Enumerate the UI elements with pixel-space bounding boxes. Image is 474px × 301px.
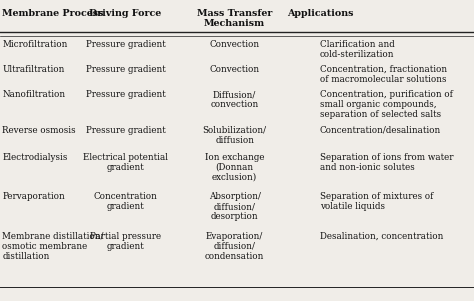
Text: Ion exchange
(Donnan
exclusion): Ion exchange (Donnan exclusion) (205, 153, 264, 182)
Text: Concentration/desalination: Concentration/desalination (320, 126, 441, 135)
Text: Partial pressure
gradient: Partial pressure gradient (90, 232, 161, 251)
Text: Clarification and
cold-sterilization: Clarification and cold-sterilization (320, 40, 395, 59)
Text: Convection: Convection (210, 65, 260, 74)
Text: Electrical potential
gradient: Electrical potential gradient (83, 153, 168, 172)
Text: Evaporation/
diffusion/
condensation: Evaporation/ diffusion/ condensation (205, 232, 264, 261)
Text: Concentration
gradient: Concentration gradient (94, 192, 157, 211)
Text: Concentration, purification of
small organic compounds,
separation of selected s: Concentration, purification of small org… (320, 90, 453, 119)
Text: Separation of ions from water
and non-ionic solutes: Separation of ions from water and non-io… (320, 153, 454, 172)
Text: Concentration, fractionation
of macromolecular solutions: Concentration, fractionation of macromol… (320, 65, 447, 84)
Text: Pressure gradient: Pressure gradient (86, 126, 165, 135)
Text: Electrodialysis: Electrodialysis (2, 153, 68, 162)
Text: Solubilization/
diffusion: Solubilization/ diffusion (202, 126, 267, 145)
Text: Separation of mixtures of
volatile liquids: Separation of mixtures of volatile liqui… (320, 192, 433, 211)
Text: Microfiltration: Microfiltration (2, 40, 68, 49)
Text: Pervaporation: Pervaporation (2, 192, 65, 201)
Text: Absorption/
diffusion/
desorption: Absorption/ diffusion/ desorption (209, 192, 261, 221)
Text: Nanofiltration: Nanofiltration (2, 90, 65, 99)
Text: Reverse osmosis: Reverse osmosis (2, 126, 76, 135)
Text: Pressure gradient: Pressure gradient (86, 65, 165, 74)
Text: Applications: Applications (287, 9, 353, 18)
Text: Membrane Process: Membrane Process (2, 9, 104, 18)
Text: Desalination, concentration: Desalination, concentration (320, 232, 443, 241)
Text: Driving Force: Driving Force (90, 9, 162, 18)
Text: Ultrafiltration: Ultrafiltration (2, 65, 65, 74)
Text: Membrane distillation/
osmotic membrane
distillation: Membrane distillation/ osmotic membrane … (2, 232, 104, 261)
Text: Pressure gradient: Pressure gradient (86, 90, 165, 99)
Text: Convection: Convection (210, 40, 260, 49)
Text: Mass Transfer
Mechanism: Mass Transfer Mechanism (197, 9, 273, 28)
Text: Diffusion/
convection: Diffusion/ convection (210, 90, 259, 109)
Text: Pressure gradient: Pressure gradient (86, 40, 165, 49)
